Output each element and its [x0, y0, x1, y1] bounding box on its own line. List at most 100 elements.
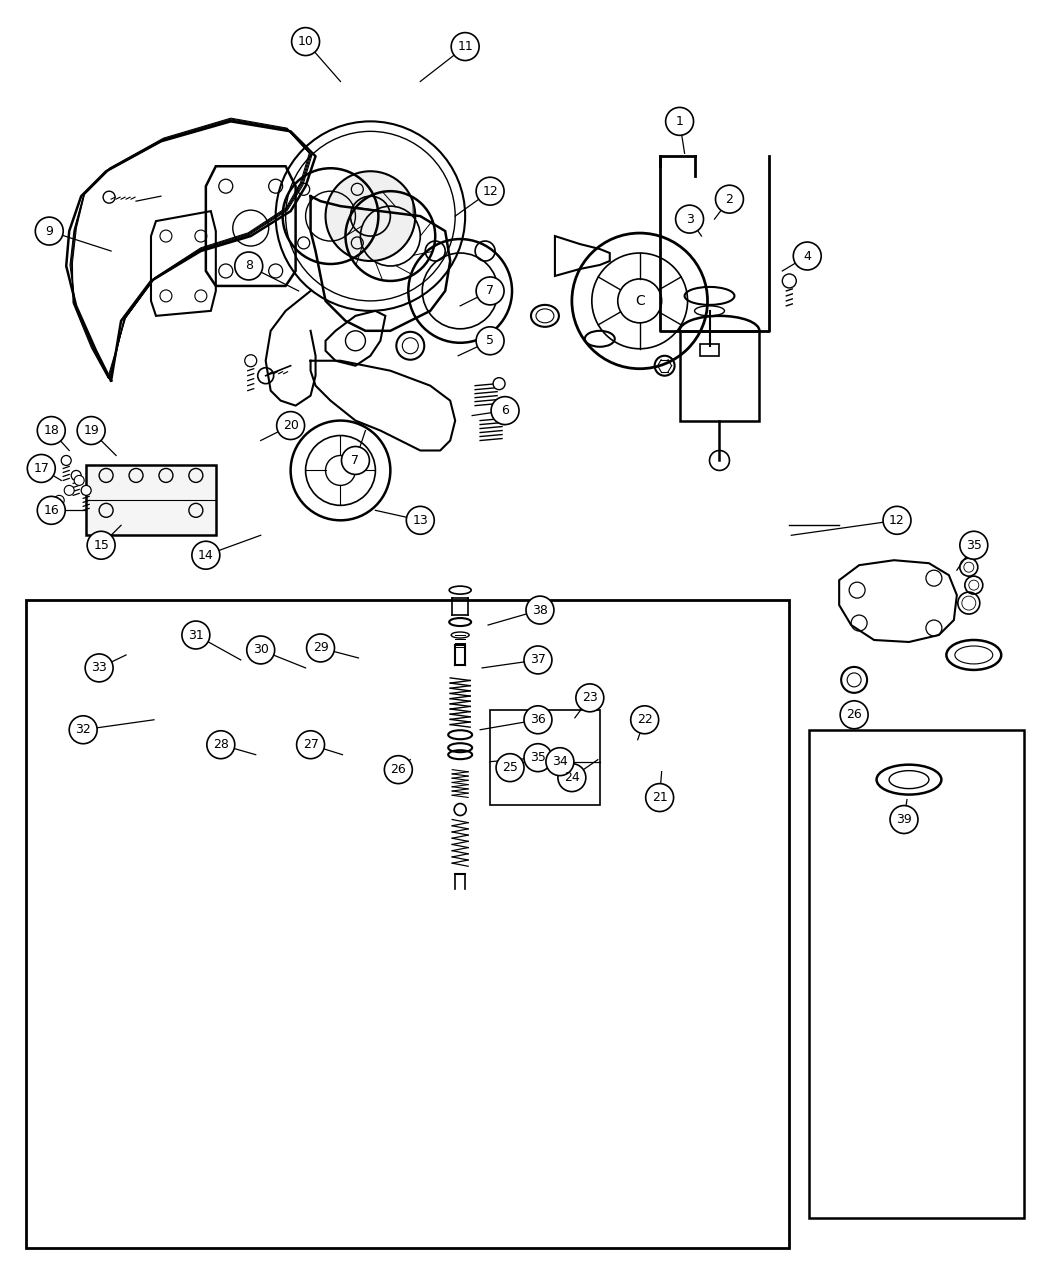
Text: 35: 35	[530, 751, 546, 764]
Text: 38: 38	[532, 603, 548, 617]
Text: 16: 16	[43, 504, 59, 516]
Text: 15: 15	[93, 539, 109, 552]
Text: 39: 39	[896, 813, 911, 826]
Text: 12: 12	[889, 514, 905, 527]
Circle shape	[646, 784, 674, 812]
Text: 9: 9	[45, 224, 54, 237]
Text: 33: 33	[91, 662, 107, 674]
Text: 1: 1	[675, 115, 684, 128]
Circle shape	[81, 486, 91, 496]
Circle shape	[960, 532, 988, 560]
Text: 23: 23	[582, 691, 597, 704]
Circle shape	[38, 417, 65, 445]
Text: 22: 22	[636, 713, 652, 727]
Circle shape	[476, 177, 504, 205]
Text: 14: 14	[198, 548, 214, 562]
Text: 2: 2	[726, 193, 733, 205]
Circle shape	[675, 205, 704, 233]
Text: 31: 31	[188, 629, 204, 641]
Text: 18: 18	[43, 425, 59, 437]
Circle shape	[78, 417, 105, 445]
Circle shape	[666, 107, 694, 135]
Circle shape	[341, 446, 370, 474]
Circle shape	[631, 706, 658, 733]
Text: 7: 7	[486, 284, 495, 297]
Text: 32: 32	[76, 723, 91, 736]
Circle shape	[296, 731, 324, 759]
Text: 10: 10	[297, 36, 314, 48]
Circle shape	[840, 701, 868, 729]
Text: 35: 35	[966, 539, 982, 552]
Circle shape	[524, 743, 552, 771]
Circle shape	[575, 683, 604, 711]
Bar	[490, 710, 600, 805]
Text: 37: 37	[530, 654, 546, 667]
Circle shape	[87, 532, 116, 560]
Text: 30: 30	[253, 644, 269, 657]
Bar	[699, 344, 719, 356]
Circle shape	[55, 496, 64, 505]
Circle shape	[715, 185, 743, 213]
Circle shape	[207, 731, 235, 759]
Circle shape	[558, 764, 586, 792]
Bar	[86, 465, 216, 536]
Circle shape	[782, 274, 796, 288]
Circle shape	[27, 454, 56, 482]
Circle shape	[192, 542, 219, 569]
Circle shape	[496, 754, 524, 782]
Text: 5: 5	[486, 334, 495, 347]
Circle shape	[292, 28, 319, 56]
Circle shape	[524, 646, 552, 674]
Text: 13: 13	[413, 514, 428, 527]
Circle shape	[406, 506, 435, 534]
Text: 11: 11	[458, 40, 474, 54]
Text: 4: 4	[803, 250, 812, 263]
Text: 20: 20	[282, 419, 298, 432]
Circle shape	[307, 634, 335, 662]
Circle shape	[526, 597, 554, 623]
Text: 19: 19	[83, 425, 99, 437]
Circle shape	[491, 397, 519, 425]
Circle shape	[384, 756, 413, 784]
Text: 28: 28	[213, 738, 229, 751]
Text: 21: 21	[652, 790, 668, 805]
Text: 27: 27	[302, 738, 318, 751]
Text: 3: 3	[686, 213, 693, 226]
Circle shape	[85, 654, 113, 682]
Circle shape	[182, 621, 210, 649]
Text: 29: 29	[313, 641, 329, 654]
Circle shape	[494, 377, 505, 390]
Text: 7: 7	[352, 454, 359, 467]
Bar	[679, 330, 759, 421]
Text: 6: 6	[501, 404, 509, 417]
Circle shape	[276, 412, 304, 440]
Circle shape	[452, 33, 479, 60]
Text: C: C	[635, 295, 645, 307]
Circle shape	[794, 242, 821, 270]
Text: 12: 12	[482, 185, 498, 198]
Text: 34: 34	[552, 755, 568, 768]
Text: 17: 17	[34, 462, 49, 476]
Text: 36: 36	[530, 713, 546, 727]
Circle shape	[890, 806, 918, 834]
Circle shape	[71, 470, 81, 481]
Circle shape	[883, 506, 911, 534]
Circle shape	[69, 715, 98, 743]
Circle shape	[235, 252, 262, 280]
Circle shape	[36, 217, 63, 245]
Circle shape	[38, 496, 65, 524]
Text: 24: 24	[564, 771, 580, 784]
Text: 26: 26	[391, 764, 406, 776]
Circle shape	[75, 476, 84, 486]
Text: 26: 26	[846, 709, 862, 722]
Circle shape	[498, 413, 510, 425]
Circle shape	[546, 747, 574, 775]
Circle shape	[524, 706, 552, 733]
Circle shape	[476, 326, 504, 354]
Bar	[810, 729, 1024, 1219]
Circle shape	[64, 486, 75, 496]
Circle shape	[476, 277, 504, 305]
Text: 8: 8	[245, 260, 253, 273]
Circle shape	[61, 455, 71, 465]
Bar	[26, 601, 790, 1248]
